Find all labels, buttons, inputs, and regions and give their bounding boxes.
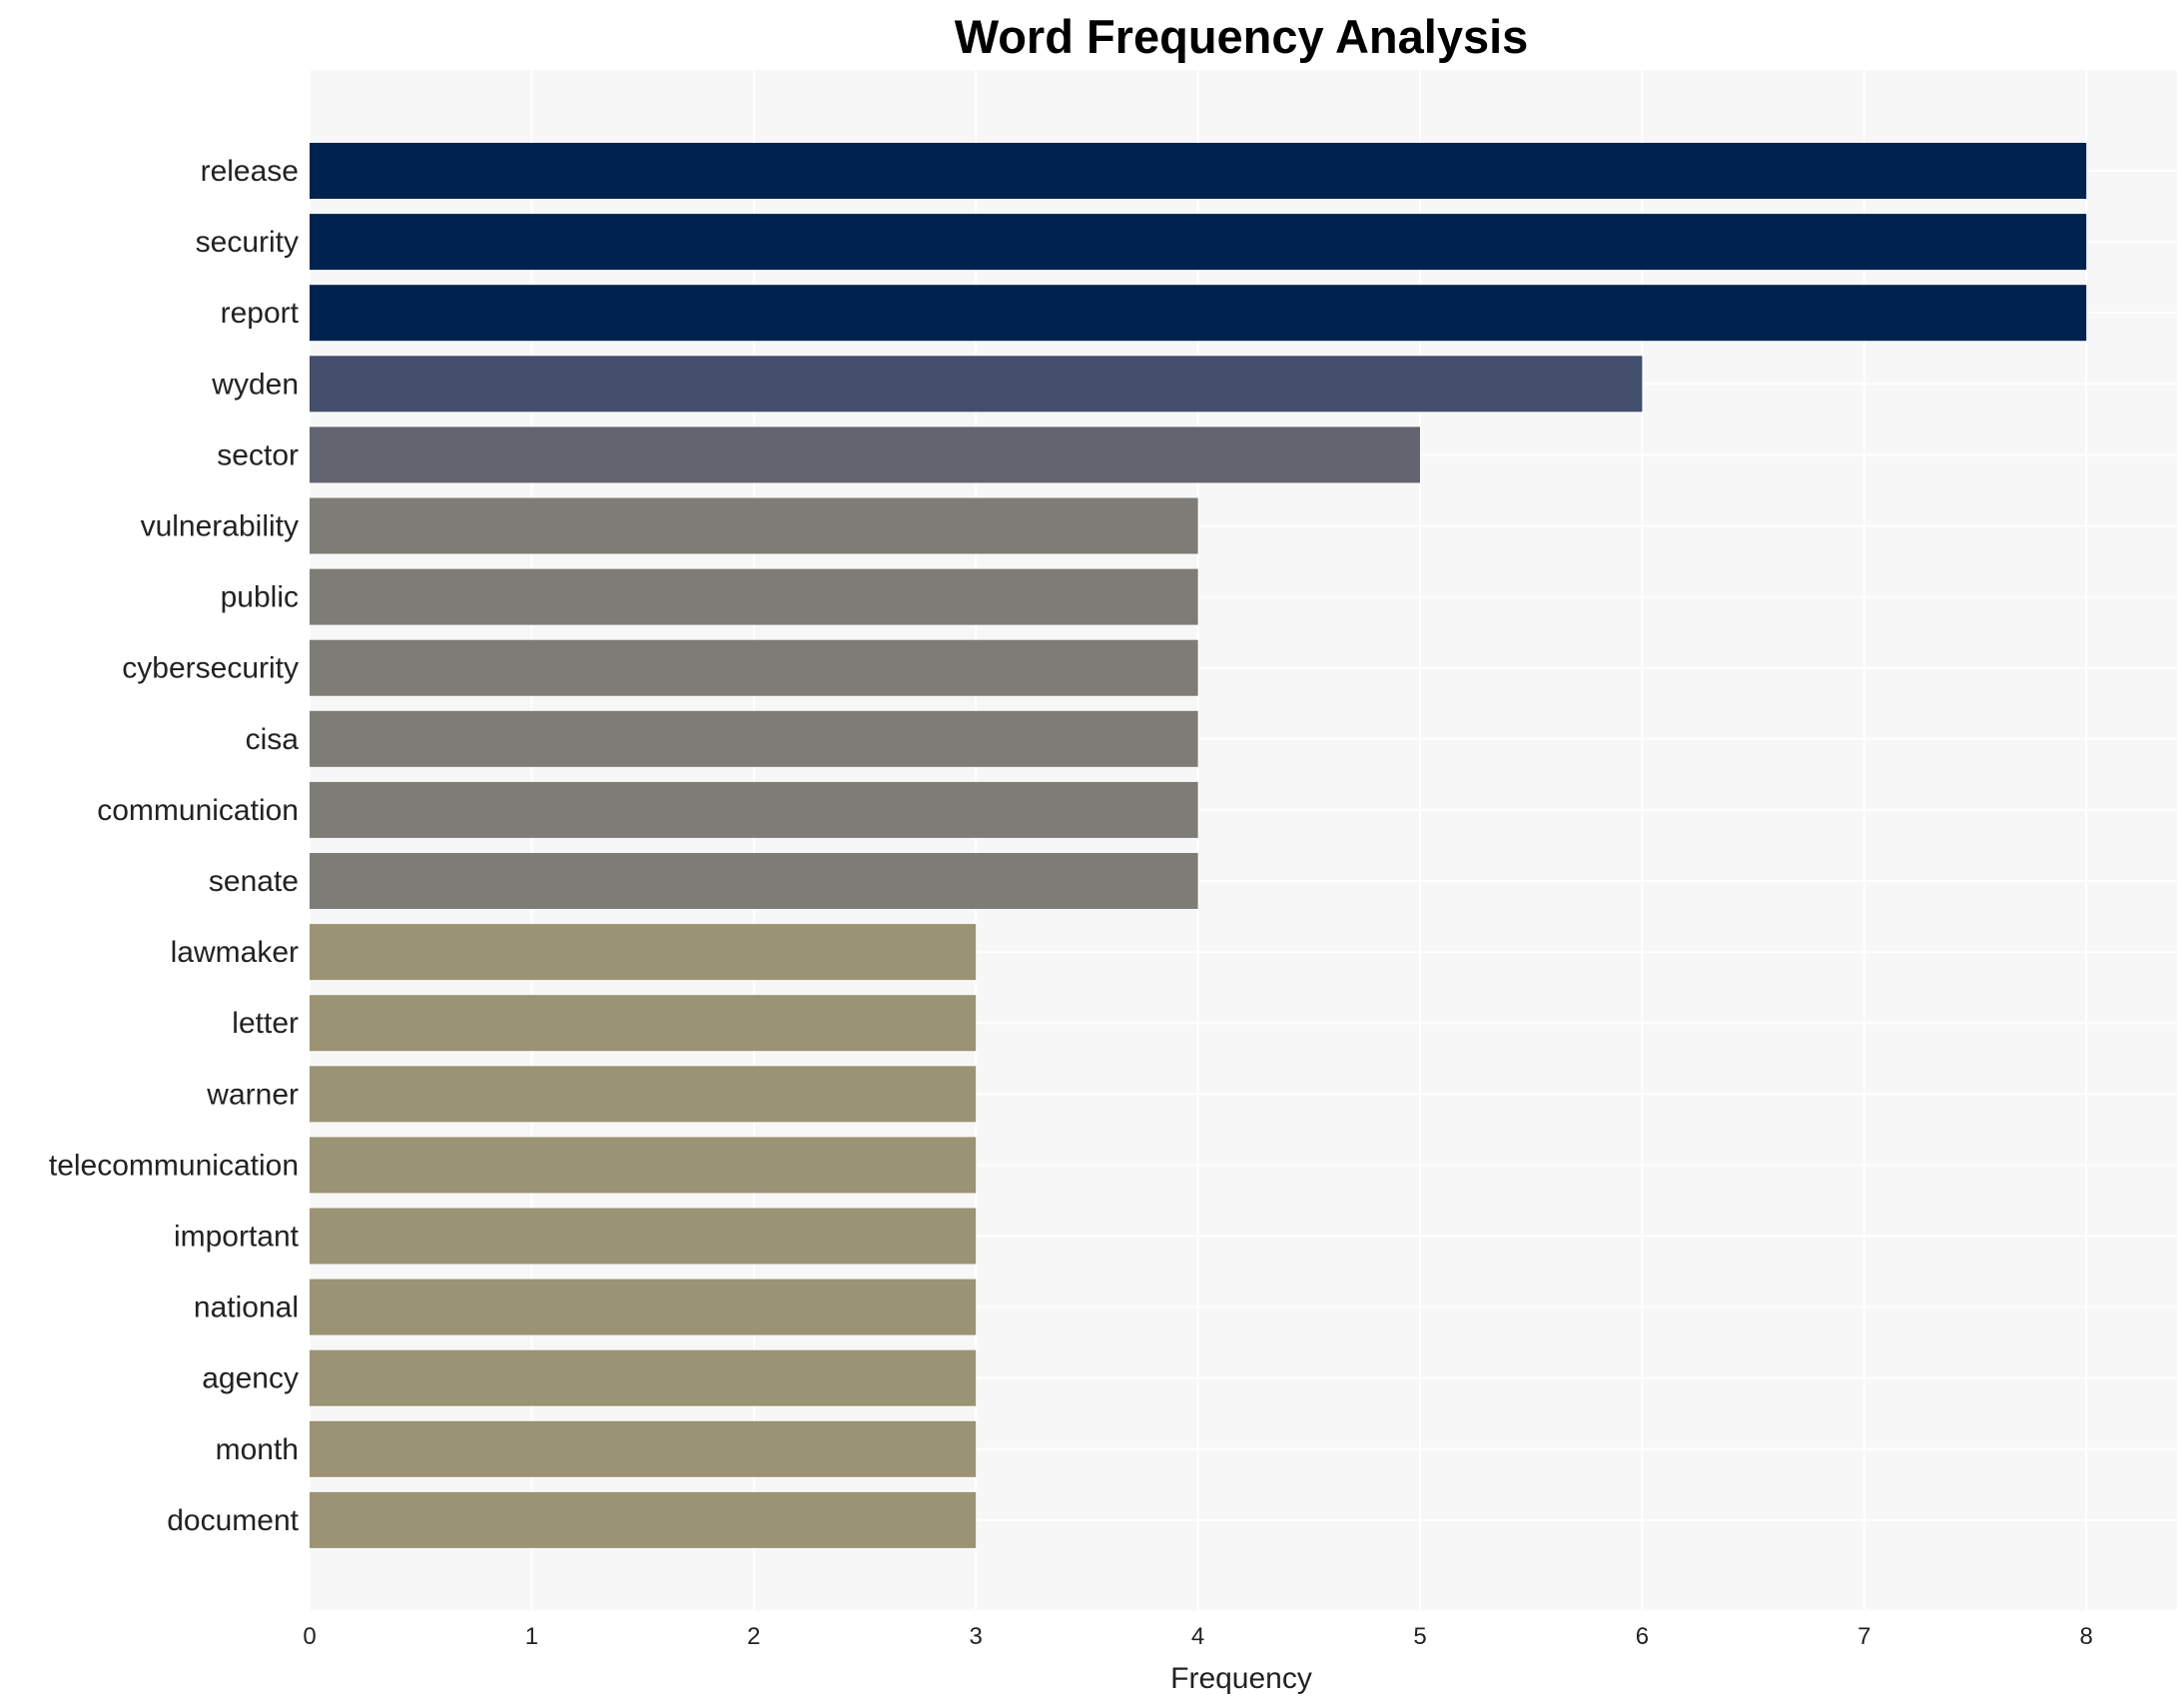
x-axis-label: Frequency [1170,1662,1312,1695]
x-tick-label: 8 [2080,1623,2093,1650]
y-tick-label: month [216,1433,299,1466]
y-tick-label: report [221,297,300,330]
y-tick-label: sector [217,438,299,471]
y-tick-label: national [194,1291,299,1324]
y-tick-label: agency [202,1362,299,1395]
bar-telecommunication [310,1137,977,1194]
x-tick-label: 5 [1413,1623,1426,1650]
chart-title: Word Frequency Analysis [955,10,1529,63]
bar-cybersecurity [310,639,1198,696]
bar-lawmaker [310,924,977,981]
bar-vulnerability [310,497,1198,554]
y-tick-label: cisa [246,723,300,756]
x-tick-label: 1 [525,1623,538,1650]
y-tick-label: lawmaker [171,936,299,969]
x-tick-label: 7 [1857,1623,1870,1650]
bar-cisa [310,710,1198,767]
x-tick-label: 4 [1191,1623,1204,1650]
bar-sector [310,427,1420,483]
bar-security [310,214,2087,271]
y-tick-label: communication [97,794,299,827]
y-tick-label: important [174,1221,300,1254]
bar-communication [310,781,1198,838]
bar-document [310,1491,977,1548]
y-tick-label: letter [232,1007,299,1040]
bar-important [310,1208,977,1265]
bar-wyden [310,356,1643,413]
y-tick-label: warner [206,1078,299,1111]
bar-warner [310,1066,977,1123]
bar-report [310,285,2087,342]
y-tick-label: public [221,581,299,614]
bar-senate [310,853,1198,909]
x-tick-label: 6 [1636,1623,1649,1650]
x-tick-label: 2 [747,1623,760,1650]
y-tick-label: vulnerability [141,510,299,543]
bar-letter [310,995,977,1052]
x-tick-label: 3 [970,1623,983,1650]
bar-public [310,568,1198,625]
y-tick-label: telecommunication [49,1149,299,1182]
bar-month [310,1420,977,1477]
y-tick-label: release [201,155,299,188]
bar-national [310,1279,977,1335]
y-tick-label: document [167,1504,299,1537]
y-tick-label: wyden [211,368,299,401]
y-tick-label: cybersecurity [122,652,299,685]
bar-agency [310,1349,977,1406]
bar-release [310,143,2087,199]
y-tick-label: security [196,226,299,259]
y-tick-label: senate [209,865,299,898]
x-tick-label: 0 [303,1623,316,1650]
